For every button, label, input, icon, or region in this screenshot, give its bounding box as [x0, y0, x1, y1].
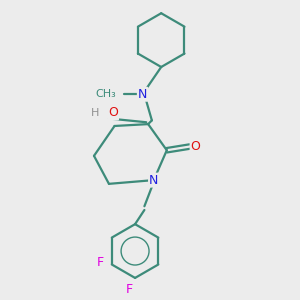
Text: O: O	[108, 106, 118, 119]
Text: H: H	[91, 108, 100, 118]
Text: F: F	[126, 284, 133, 296]
Text: N: N	[149, 174, 158, 187]
Text: CH₃: CH₃	[96, 89, 116, 99]
Text: N: N	[138, 88, 147, 101]
Text: O: O	[190, 140, 200, 153]
Text: F: F	[96, 256, 103, 269]
